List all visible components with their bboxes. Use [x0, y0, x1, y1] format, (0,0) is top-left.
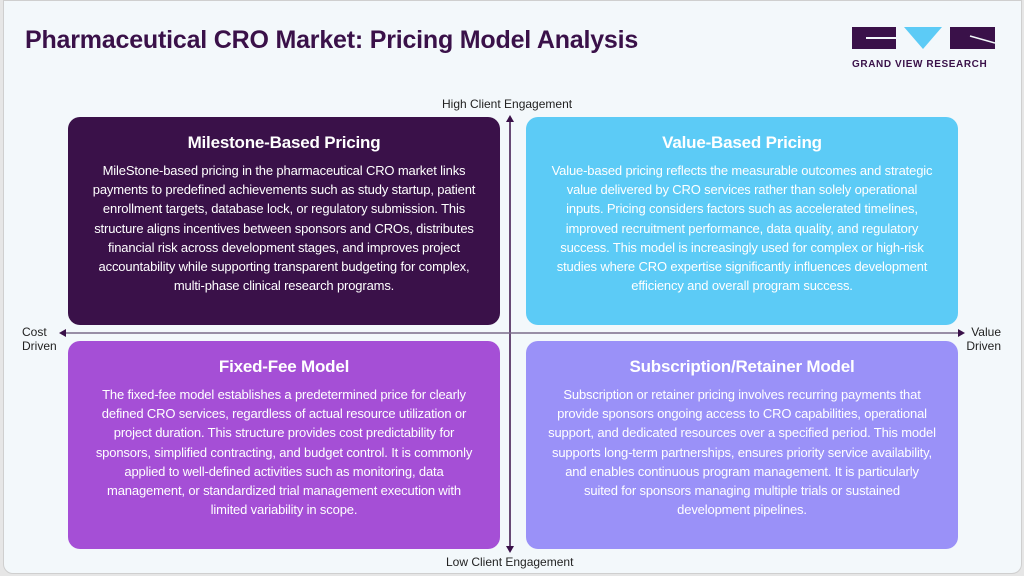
quadrant-title: Value-Based Pricing [662, 133, 822, 152]
quadrant-milestone-based-pricing: Milestone-Based Pricing MileStone-based … [68, 117, 500, 325]
axis-label-right-line1: Value [971, 325, 1001, 339]
quadrant-title: Subscription/Retainer Model [629, 357, 855, 376]
arrow-down-icon [506, 546, 514, 553]
quadrant-text: Subscription or retainer pricing involve… [548, 387, 936, 518]
arrow-right-icon [958, 329, 965, 337]
quadrant-text: The fixed-fee model establishes a predet… [95, 387, 473, 518]
quadrant-title: Fixed-Fee Model [218, 357, 350, 376]
axis-label-left-line1: Cost [22, 325, 47, 339]
grand-view-research-logo [852, 27, 995, 49]
axis-label-left: Cost Driven [22, 325, 57, 353]
arrow-left-icon [59, 329, 66, 337]
quadrant-fixed-fee-model: Fixed-Fee Model The fixed-fee model esta… [68, 341, 500, 549]
page-title: Pharmaceutical CRO Market: Pricing Model… [25, 26, 639, 54]
axis-label-right-line2: Driven [966, 339, 1001, 353]
axis-label-top: High Client Engagement [442, 97, 573, 111]
arrow-up-icon [506, 115, 514, 122]
quadrant-text: MileStone-based pricing in the pharmaceu… [92, 163, 476, 294]
quadrant-text: Value-based pricing reflects the measura… [551, 163, 933, 294]
axis-label-bottom: Low Client Engagement [446, 555, 574, 569]
axis-label-right: Value Driven [963, 325, 1001, 353]
logo-text: GRAND VIEW RESEARCH [852, 59, 988, 70]
quadrant-subscription-retainer-model: Subscription/Retainer Model Subscription… [526, 341, 958, 549]
quadrant-value-based-pricing: Value-Based Pricing Value-based pricing … [526, 117, 958, 325]
axis-label-left-line2: Driven [22, 339, 57, 353]
quadrant-title: Milestone-Based Pricing [187, 133, 381, 152]
